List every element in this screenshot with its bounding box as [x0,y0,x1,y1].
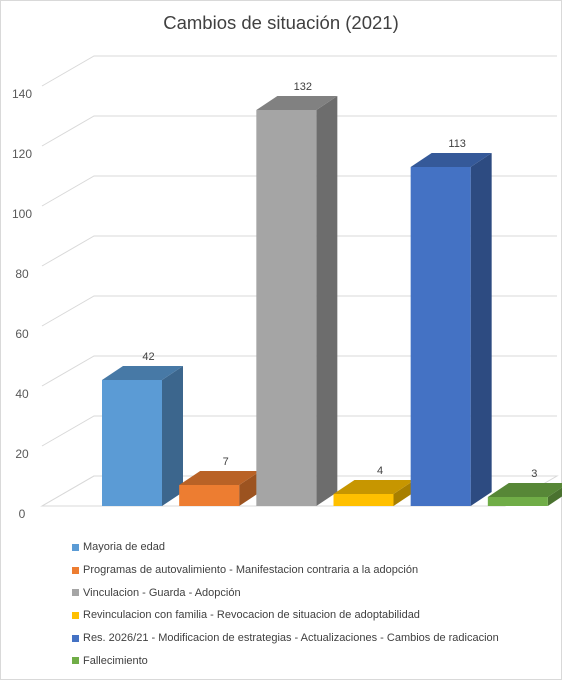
legend-swatch [72,611,79,619]
bar [487,497,548,506]
data-label: 4 [377,465,383,477]
gridline [41,55,557,87]
gridline [41,475,557,507]
legend-item: Fallecimiento [72,649,499,672]
chart-title: Cambios de situación (2021) [163,12,399,33]
bar-top [333,480,415,494]
bar-top [179,471,261,485]
y-tick-label: 60 [15,327,29,341]
bar-top [256,96,338,110]
legend-item: Revinculacion con familia - Revocacion d… [72,604,499,627]
bar-side [316,96,338,506]
gridline [41,295,557,327]
bar-top [410,153,492,167]
data-label: 42 [142,351,154,363]
bar [256,110,317,506]
y-tick-label: 120 [12,147,32,161]
legend-label: Fallecimiento [83,654,148,667]
bar [179,485,240,506]
legend-label: Programas de autovalimiento - Manifestac… [83,564,419,577]
chart-legend: Mayoria de edad Programas de autovalimien… [72,536,499,672]
y-tick-label: 20 [15,447,29,461]
data-label: 132 [294,81,312,93]
bar-top [487,483,562,497]
bar-top [102,366,183,380]
data-label: 113 [448,138,466,150]
gridline [41,235,557,267]
bar-side [239,471,261,506]
legend-item: Programas de autovalimiento - Manifestac… [72,559,499,582]
y-tick-label: 40 [15,387,29,401]
legend-swatch [72,566,79,574]
y-tick-label: 80 [15,267,29,281]
legend-swatch [72,543,79,551]
gridline [41,115,557,147]
legend-item: Res. 2026/21 - Modificacion de estrategi… [72,627,499,650]
gridline [41,175,557,207]
bar [333,494,394,506]
legend-swatch [72,589,79,597]
legend-label: Mayoria de edad [83,541,165,554]
legend-item: Vinculacion - Guarda - Adopción [72,581,499,604]
bar-side [393,480,415,506]
bar [410,167,471,506]
y-tick-label: 140 [12,87,32,101]
y-tick-label: 100 [12,207,32,221]
y-tick-label: 0 [19,507,26,521]
gridline [41,355,557,387]
bar [102,380,162,506]
legend-label: Res. 2026/21 - Modificacion de estrategi… [83,632,499,645]
legend-item: Mayoria de edad [72,536,499,559]
data-label: 3 [531,468,537,480]
legend-swatch [72,634,79,642]
legend-label: Vinculacion - Guarda - Adopción [83,586,241,599]
gridline [41,415,557,447]
chart-plot-area: 0 20 40 60 80 100 120 140 42 7 132 4 113 3 [12,55,562,521]
legend-label: Revinculacion con familia - Revocacion d… [83,609,420,622]
legend-swatch [72,657,79,665]
bar-side [470,153,492,506]
bar-side [162,366,183,506]
bar-side [547,487,562,506]
data-label: 7 [223,456,229,468]
